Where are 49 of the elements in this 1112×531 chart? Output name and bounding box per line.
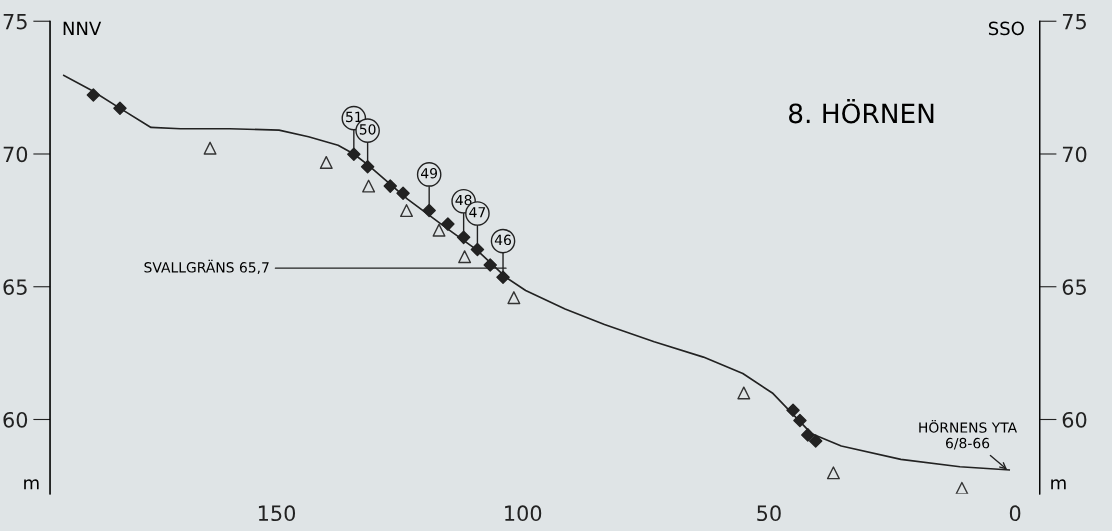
point (422, 203, 436, 218)
text: m (1051, 479, 1066, 490)
annotation: HÖRNENS YTA 6/8-66 (919, 419, 1018, 450)
x-tick-label: 50 (757, 505, 781, 522)
annotation: 46 (494, 234, 511, 246)
point (458, 250, 472, 264)
point (737, 386, 751, 400)
y2-tick-label: 75 (1062, 13, 1086, 30)
y-tick-label: 75 (3, 13, 27, 30)
y-tick-label: 65 (3, 279, 27, 295)
point (360, 159, 375, 174)
point (432, 223, 446, 237)
point (507, 291, 521, 305)
y-tick-label: 60 (3, 411, 28, 428)
y-tick-label: 70 (3, 146, 28, 163)
point (793, 413, 807, 428)
annotation: NNV (63, 21, 102, 35)
point (496, 270, 510, 284)
point (396, 186, 410, 201)
annotation: 49 (421, 167, 438, 179)
point (826, 466, 840, 480)
point (113, 101, 127, 116)
annotation: 47 (469, 207, 486, 218)
text: 8. HÖRNEN (789, 99, 934, 124)
point (383, 179, 398, 193)
x-tick-label: 150 (258, 505, 296, 522)
annotation: 51 (346, 111, 362, 123)
text: m (24, 479, 39, 490)
point (786, 403, 800, 417)
y2-tick-label: 60 (1062, 411, 1087, 428)
point (319, 155, 333, 169)
x-tick-label: 0 (1009, 505, 1021, 522)
point (808, 434, 823, 448)
point (441, 217, 455, 231)
y2-tick-label: 70 (1062, 146, 1087, 163)
annotation: 48 (455, 194, 472, 206)
point (400, 204, 414, 218)
x-tick-label: 100 (505, 505, 542, 522)
point (347, 147, 361, 162)
point (203, 141, 217, 155)
point (362, 179, 376, 193)
annotation: SSO (988, 21, 1024, 36)
y2-tick-label: 65 (1062, 279, 1086, 295)
annotation: SVALLGRÄNS 65,7 (144, 259, 269, 275)
point (801, 428, 815, 442)
annotation: 50 (359, 124, 376, 135)
point (456, 230, 471, 245)
point (86, 88, 101, 102)
point (470, 242, 485, 257)
